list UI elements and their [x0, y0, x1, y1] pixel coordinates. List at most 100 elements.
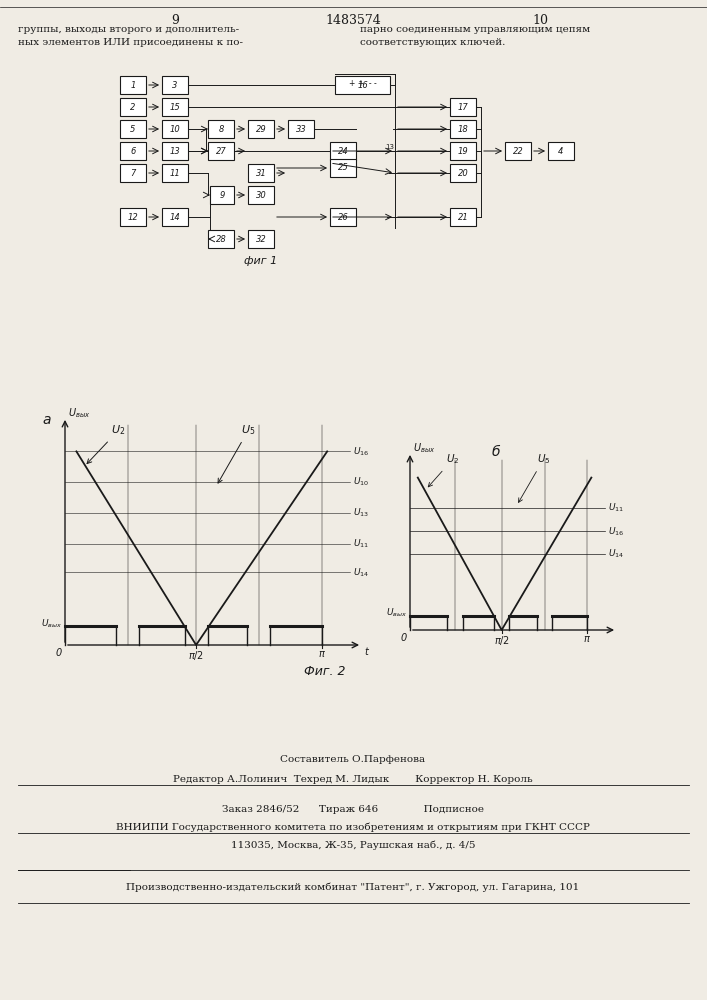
Text: $U_{14}$: $U_{14}$	[608, 547, 624, 560]
Text: $U_{16}$: $U_{16}$	[608, 525, 624, 538]
Text: 113035, Москва, Ж-35, Раушская наб., д. 4/5: 113035, Москва, Ж-35, Раушская наб., д. …	[230, 840, 475, 850]
Text: 5: 5	[130, 124, 136, 133]
Text: Редактор А.Лолинич  Техред М. Лидык        Корректор Н. Король: Редактор А.Лолинич Техред М. Лидык Корре…	[173, 775, 533, 784]
Text: 2: 2	[130, 103, 136, 111]
Text: 4: 4	[559, 146, 563, 155]
Text: 24: 24	[338, 146, 349, 155]
Text: $U_{вых}$: $U_{вых}$	[41, 617, 62, 630]
Bar	[505, 142, 531, 160]
Text: $\pi/2$: $\pi/2$	[493, 634, 510, 647]
Bar	[162, 120, 188, 138]
Text: 25: 25	[338, 163, 349, 172]
Text: 1483574: 1483574	[325, 14, 381, 27]
Bar	[330, 159, 356, 177]
Text: 17: 17	[457, 103, 468, 111]
Text: 8: 8	[218, 124, 223, 133]
Text: 28: 28	[216, 234, 226, 243]
Text: 11: 11	[170, 168, 180, 178]
Text: Фиг. 2: Фиг. 2	[304, 665, 346, 678]
Text: $U_5$: $U_5$	[518, 453, 550, 502]
Text: 1: 1	[130, 81, 136, 90]
Text: 3: 3	[173, 81, 177, 90]
Bar	[208, 142, 234, 160]
Text: 16: 16	[357, 81, 368, 90]
Text: парно соединенным управляющим цепям
соответствующих ключей.: парно соединенным управляющим цепям соот…	[360, 25, 590, 47]
Bar	[288, 120, 314, 138]
Text: $U_{13}$: $U_{13}$	[353, 507, 369, 519]
Text: 19: 19	[457, 146, 468, 155]
Text: 21: 21	[457, 213, 468, 222]
Text: $U_{вых}$: $U_{вых}$	[68, 406, 90, 420]
Text: $\pi$: $\pi$	[583, 634, 592, 644]
Bar	[120, 120, 146, 138]
Text: $U_{16}$: $U_{16}$	[353, 445, 369, 458]
Text: 30: 30	[256, 190, 267, 200]
Text: 22: 22	[513, 146, 523, 155]
Bar	[120, 98, 146, 116]
Text: $U_{14}$: $U_{14}$	[353, 566, 369, 579]
Bar	[450, 142, 476, 160]
Bar	[248, 230, 274, 248]
Text: 6: 6	[130, 146, 136, 155]
Text: + +  - -: + + - -	[349, 79, 376, 88]
Bar	[162, 76, 188, 94]
Bar	[208, 230, 234, 248]
Text: 12: 12	[128, 213, 139, 222]
Text: 26: 26	[338, 213, 349, 222]
Text: б: б	[492, 445, 501, 459]
Bar	[248, 120, 274, 138]
Text: 10: 10	[532, 14, 548, 27]
Bar	[330, 142, 356, 160]
Text: ВНИИПИ Государственного комитета по изобретениям и открытиям при ГКНТ СССР: ВНИИПИ Государственного комитета по изоб…	[116, 823, 590, 832]
Text: 18: 18	[457, 124, 468, 133]
Bar	[210, 186, 234, 204]
Text: $U_{вых}$: $U_{вых}$	[413, 441, 436, 455]
Bar	[120, 164, 146, 182]
Bar	[450, 208, 476, 226]
Bar	[335, 76, 390, 94]
Bar	[208, 120, 234, 138]
Bar	[450, 164, 476, 182]
Bar	[120, 142, 146, 160]
Text: 0: 0	[401, 633, 407, 643]
Text: $U_2$: $U_2$	[428, 453, 460, 487]
Text: 27: 27	[216, 146, 226, 155]
Bar	[330, 208, 356, 226]
Bar	[120, 208, 146, 226]
Text: $U_{11}$: $U_{11}$	[608, 501, 624, 514]
Text: 15: 15	[170, 103, 180, 111]
Bar	[450, 98, 476, 116]
Text: $U_{вых}$: $U_{вых}$	[386, 606, 407, 619]
Bar	[162, 164, 188, 182]
Text: t: t	[364, 647, 368, 657]
Text: $U_{10}$: $U_{10}$	[353, 476, 369, 488]
Bar	[162, 98, 188, 116]
Text: 0: 0	[56, 648, 62, 658]
Text: $U_5$: $U_5$	[218, 423, 255, 483]
Bar	[548, 142, 574, 160]
Bar	[120, 76, 146, 94]
Text: 32: 32	[256, 234, 267, 243]
Text: 9: 9	[171, 14, 179, 27]
Bar	[162, 142, 188, 160]
Text: Составитель О.Парфенова: Составитель О.Парфенова	[281, 755, 426, 764]
Text: фиг 1: фиг 1	[245, 256, 278, 266]
Text: a: a	[42, 413, 51, 427]
Text: $\pi/2$: $\pi/2$	[188, 649, 204, 662]
Bar	[450, 120, 476, 138]
Text: 20: 20	[457, 168, 468, 178]
Text: 9: 9	[219, 190, 225, 200]
Bar	[248, 164, 274, 182]
Text: группы, выходы второго и дополнитель-
ных элементов ИЛИ присоединены к по-: группы, выходы второго и дополнитель- ны…	[18, 25, 243, 47]
Text: $\pi$: $\pi$	[317, 649, 325, 659]
Text: 33: 33	[296, 124, 306, 133]
Text: 10: 10	[170, 124, 180, 133]
Text: $U_{11}$: $U_{11}$	[353, 538, 369, 550]
Text: 14: 14	[170, 213, 180, 222]
Text: $U_2$: $U_2$	[87, 423, 126, 464]
Text: 13: 13	[170, 146, 180, 155]
Text: 29: 29	[256, 124, 267, 133]
Text: Заказ 2846/52      Тираж 646              Подписное: Заказ 2846/52 Тираж 646 Подписное	[222, 805, 484, 814]
Text: 13: 13	[385, 144, 394, 150]
Bar	[248, 186, 274, 204]
